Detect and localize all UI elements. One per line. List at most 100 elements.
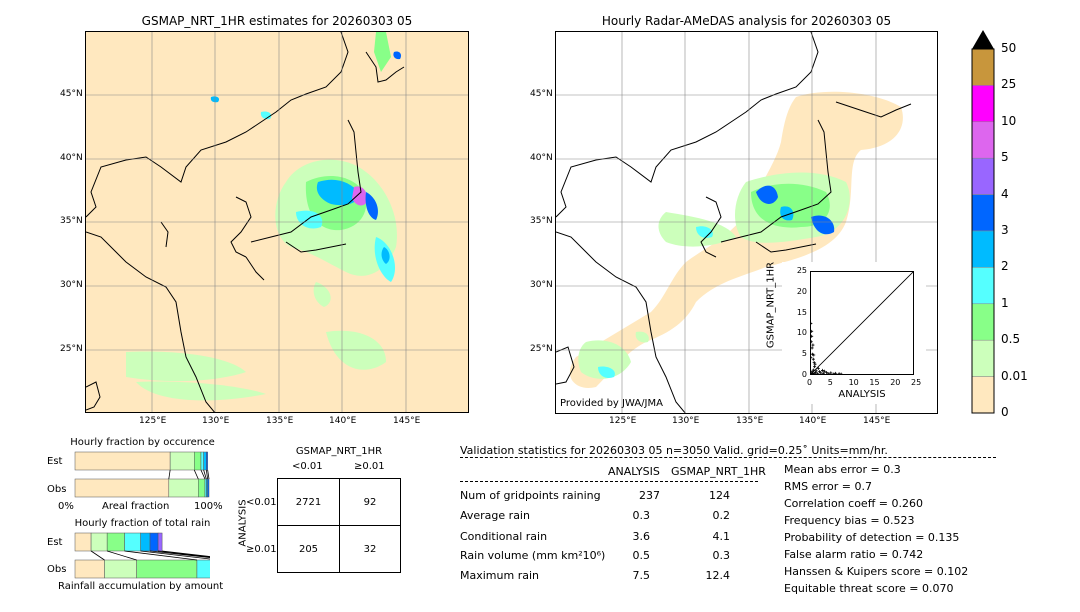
fraction-connector xyxy=(90,550,210,561)
left-map-title: GSMAP_NRT_1HR estimates for 20260303 05 xyxy=(141,14,413,28)
contingency-col-ge: ≥0.01 xyxy=(354,461,385,472)
contingency-title: GSMAP_NRT_1HR xyxy=(295,446,383,457)
score-line: Probability of detection = 0.135 xyxy=(784,531,960,544)
colorbar-label: 10 xyxy=(1001,113,1017,128)
fraction-segment xyxy=(74,451,171,471)
fraction-segment xyxy=(206,451,208,471)
colorbar-label: 5 xyxy=(1001,150,1009,165)
contingency-cell: 92 xyxy=(339,478,401,526)
fraction-segment xyxy=(124,532,141,552)
scatter-point xyxy=(810,370,814,374)
fraction-segment xyxy=(74,559,105,579)
total-rain-chart xyxy=(74,532,210,579)
fraction-segment xyxy=(104,559,137,579)
contingency-row-lt: <0.01 xyxy=(246,497,277,508)
left-lat-label: 45°N xyxy=(60,89,83,99)
fraction-segment xyxy=(196,559,210,579)
fraction-segment xyxy=(149,532,159,552)
fraction-segment xyxy=(106,532,125,552)
score-line: False alarm ratio = 0.742 xyxy=(784,548,924,561)
fraction-segment xyxy=(90,532,108,552)
left-map-canvas xyxy=(86,32,468,412)
colorbar-block xyxy=(971,303,995,341)
right-lat-label: 25°N xyxy=(530,344,553,354)
scatter-point xyxy=(825,371,829,375)
fraction-segment xyxy=(198,478,206,498)
fraction-segment xyxy=(157,532,163,552)
scatter-point xyxy=(812,361,816,365)
scatter-diagonal xyxy=(810,271,914,375)
fraction-segment xyxy=(74,532,92,552)
scatter-point xyxy=(811,343,815,347)
colorbar-label: 50 xyxy=(1001,41,1017,55)
right-lon-label: 140°E xyxy=(799,416,827,426)
validation-row-gsmap: 4.1 xyxy=(712,530,731,543)
occurrence-est-label: Est xyxy=(47,456,63,467)
left-lon-label: 140°E xyxy=(329,416,357,426)
validation-row-label: Average rain xyxy=(460,509,530,522)
scatter-point xyxy=(819,371,823,375)
scatter-point xyxy=(815,372,819,375)
colorbar-block xyxy=(971,376,995,414)
colorbar-block xyxy=(971,85,995,123)
scatter-xtick: 5 xyxy=(827,378,833,387)
colorbar-blocks xyxy=(971,48,995,414)
scatter-point xyxy=(813,365,817,369)
colorbar-block xyxy=(971,230,995,268)
colorbar-label: 25 xyxy=(1001,77,1017,92)
left-lat-label: 25°N xyxy=(60,344,83,354)
scatter-point xyxy=(810,340,813,344)
validation-divider xyxy=(460,457,996,458)
scatter-point xyxy=(810,356,813,360)
validation-row-label: Num of gridpoints raining xyxy=(460,489,601,502)
left-lat-label: 40°N xyxy=(60,153,83,163)
colorbar-block xyxy=(971,157,995,195)
score-line: Hanssen & Kuipers score = 0.102 xyxy=(784,565,969,578)
colorbar-label: 1 xyxy=(1001,295,1009,310)
fraction-segment xyxy=(200,451,204,471)
validation-subdivider xyxy=(460,481,758,482)
colorbar-label: 4 xyxy=(1001,186,1009,201)
occurrence-chart xyxy=(74,451,210,498)
fraction-segment xyxy=(207,478,210,498)
scatter-point xyxy=(810,372,814,375)
validation-row-label: Conditional rain xyxy=(460,530,548,543)
validation-row-analysis: 0.3 xyxy=(632,509,651,522)
contingency-cell: 205 xyxy=(277,525,340,573)
scatter-ytick: 0 xyxy=(801,370,807,379)
occurrence-xmax: 100% xyxy=(194,501,223,512)
right-lat-label: 40°N xyxy=(530,153,553,163)
scatter-points xyxy=(810,321,843,375)
scatter-point xyxy=(833,371,837,375)
scatter-xtick: 25 xyxy=(911,378,922,387)
colorbar xyxy=(971,30,995,414)
left-lon-label: 130°E xyxy=(202,416,230,426)
total-rain-est-label: Est xyxy=(47,537,63,548)
colorbar-label: 0 xyxy=(1001,405,1009,419)
validation-row-gsmap: 0.2 xyxy=(712,509,731,522)
scatter-plot xyxy=(810,271,914,375)
scatter-xtick: 15 xyxy=(869,378,880,387)
total-rain-xlabel: Rainfall accumulation by amount xyxy=(58,581,224,592)
left-lat-label: 30°N xyxy=(60,280,83,290)
scatter-ylabel-text: GSMAP_NRT_1HR xyxy=(765,261,777,349)
left-map xyxy=(85,31,469,413)
left-lon-label: 145°E xyxy=(393,416,421,426)
map-credit: Provided by JWA/JMA xyxy=(560,398,663,409)
total-rain-obs-label: Obs xyxy=(47,564,67,575)
scatter-point xyxy=(810,346,814,350)
right-map-canvas xyxy=(556,32,937,413)
right-lon-label: 125°E xyxy=(609,416,637,426)
contingency-cell: 2721 xyxy=(277,478,340,526)
validation-row-gsmap: 124 xyxy=(709,489,730,502)
scatter-point xyxy=(829,371,833,375)
fraction-segment xyxy=(169,451,195,471)
score-line: Mean abs error = 0.3 xyxy=(784,463,901,476)
score-line: Equitable threat score = 0.070 xyxy=(784,582,954,595)
scatter-point xyxy=(813,362,817,366)
scatter-point xyxy=(811,357,815,361)
validation-row-gsmap: 12.4 xyxy=(705,569,731,582)
right-lon-label: 135°E xyxy=(736,416,764,426)
left-rain-patches xyxy=(126,32,402,401)
occurrence-title: Hourly fraction by occurence xyxy=(70,437,215,448)
